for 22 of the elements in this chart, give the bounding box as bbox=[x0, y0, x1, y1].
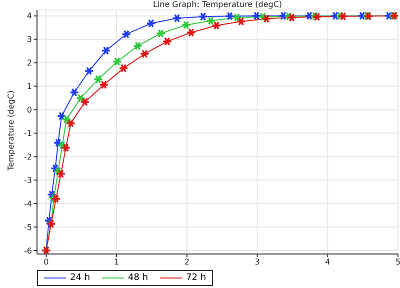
y-tick-label: 3 bbox=[26, 35, 32, 44]
y-tick-label: -4 bbox=[24, 199, 32, 208]
y-tick-label: 1 bbox=[26, 82, 32, 92]
y-axis-title: Temperature (degC) bbox=[6, 89, 16, 173]
y-tick-label: -2 bbox=[24, 152, 32, 162]
x-tick-label: 1 bbox=[114, 258, 120, 267]
y-tick-label: -1 bbox=[24, 129, 32, 138]
legend-label: 72 h bbox=[185, 273, 206, 283]
legend-label: 24 h bbox=[69, 273, 90, 283]
x-tick-label: 5 bbox=[395, 258, 400, 267]
x-tick-label: 3 bbox=[254, 258, 260, 267]
y-tick-label: -3 bbox=[24, 176, 32, 185]
y-tick-label: -5 bbox=[24, 222, 32, 232]
y-tick-label: 2 bbox=[26, 58, 32, 68]
x-tick-label: 4 bbox=[325, 258, 330, 267]
chart-title: Line Graph: Temperature (degC) bbox=[152, 0, 284, 9]
y-tick-label: -6 bbox=[24, 246, 32, 256]
y-tick-label: 4 bbox=[26, 12, 32, 21]
y-tick-label: 0 bbox=[26, 106, 32, 115]
x-tick-label: 0 bbox=[44, 258, 49, 267]
x-tick-label: 2 bbox=[184, 258, 190, 267]
legend-label: 48 h bbox=[127, 273, 148, 283]
